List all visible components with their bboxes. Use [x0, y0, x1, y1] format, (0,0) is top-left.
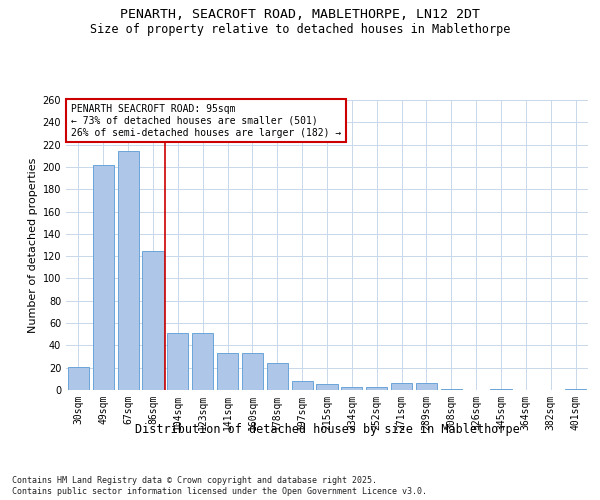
- Text: Distribution of detached houses by size in Mablethorpe: Distribution of detached houses by size …: [134, 422, 520, 436]
- Bar: [490, 389, 512, 390]
- Bar: [391, 384, 412, 390]
- Text: Contains HM Land Registry data © Crown copyright and database right 2025.: Contains HM Land Registry data © Crown c…: [12, 476, 377, 485]
- Bar: [118, 152, 139, 390]
- Bar: [167, 333, 188, 390]
- Bar: [565, 389, 586, 390]
- Y-axis label: Number of detached properties: Number of detached properties: [28, 158, 38, 332]
- Text: Size of property relative to detached houses in Mablethorpe: Size of property relative to detached ho…: [90, 22, 510, 36]
- Bar: [68, 366, 89, 390]
- Text: PENARTH, SEACROFT ROAD, MABLETHORPE, LN12 2DT: PENARTH, SEACROFT ROAD, MABLETHORPE, LN1…: [120, 8, 480, 20]
- Bar: [93, 164, 114, 390]
- Bar: [441, 389, 462, 390]
- Bar: [341, 386, 362, 390]
- Bar: [217, 353, 238, 390]
- Bar: [192, 333, 213, 390]
- Bar: [416, 384, 437, 390]
- Bar: [292, 381, 313, 390]
- Bar: [316, 384, 338, 390]
- Bar: [242, 353, 263, 390]
- Text: Contains public sector information licensed under the Open Government Licence v3: Contains public sector information licen…: [12, 488, 427, 496]
- Bar: [142, 250, 164, 390]
- Text: PENARTH SEACROFT ROAD: 95sqm
← 73% of detached houses are smaller (501)
26% of s: PENARTH SEACROFT ROAD: 95sqm ← 73% of de…: [71, 104, 341, 138]
- Bar: [366, 386, 387, 390]
- Bar: [267, 363, 288, 390]
